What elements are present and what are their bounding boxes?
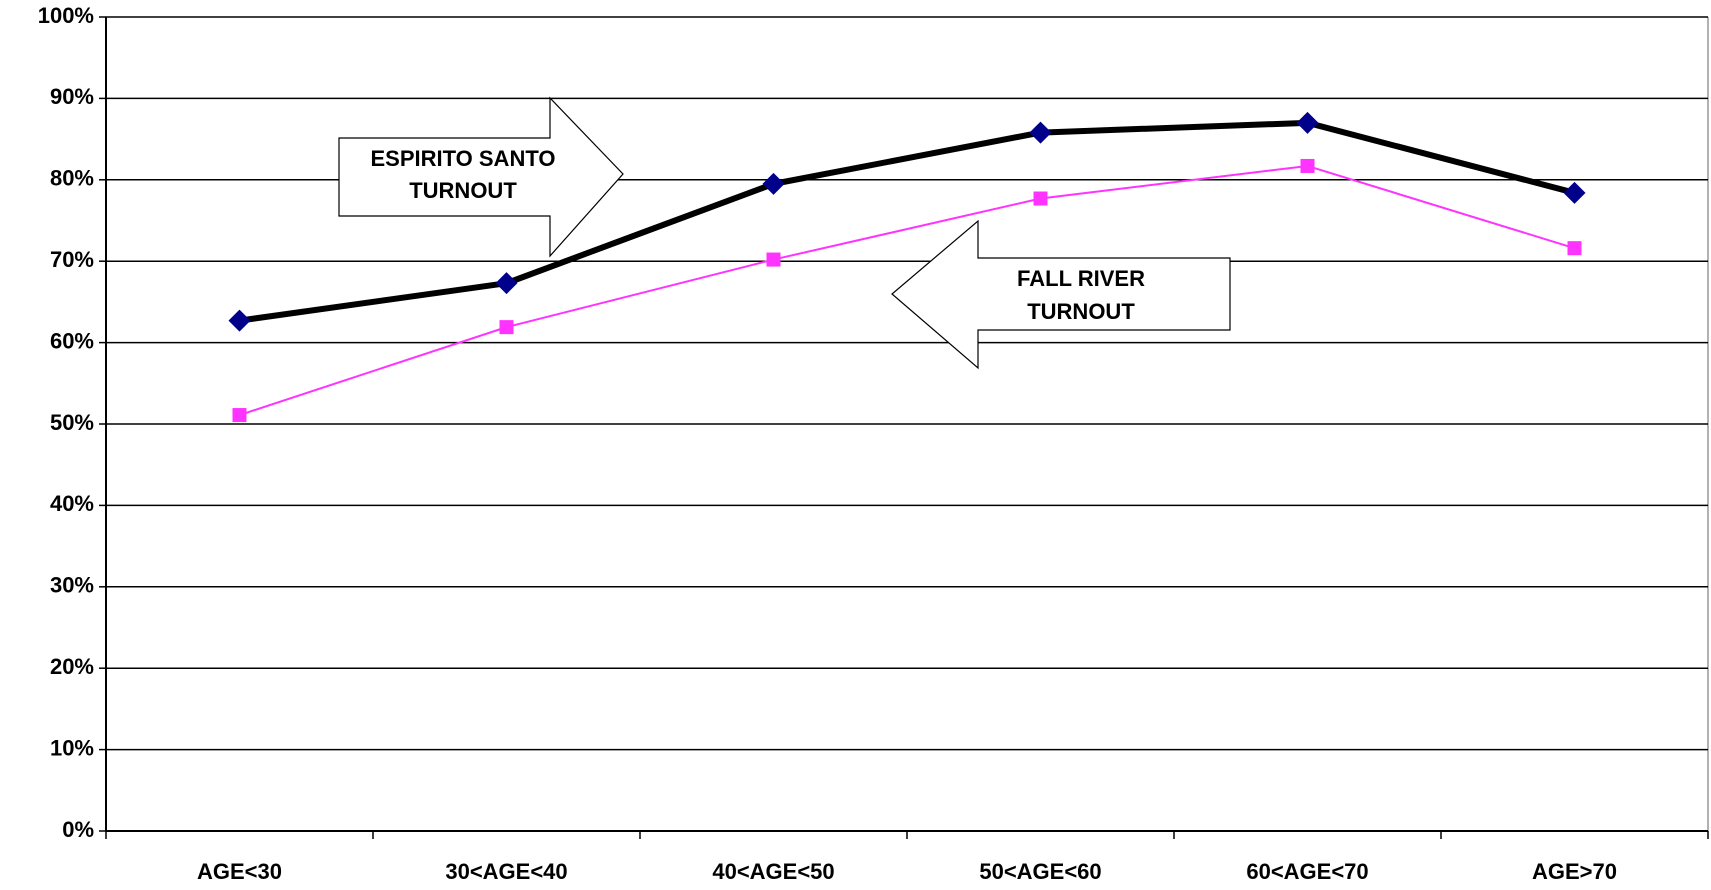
annotation: ESPIRITO SANTO <box>370 146 555 171</box>
y-tick-label: 90% <box>50 84 94 109</box>
marker <box>228 309 251 332</box>
series-line <box>239 119 1576 324</box>
callouts: ESPIRITO SANTO TURNOUT FALL RIVER TURNOU… <box>338 96 1231 370</box>
y-tick-label: 60% <box>50 328 94 353</box>
callout-arrow <box>891 219 1231 370</box>
marker <box>1033 191 1048 206</box>
y-tick-label: 100% <box>38 3 94 28</box>
y-tick-label: 30% <box>50 573 94 598</box>
annotation: TURNOUT <box>1027 299 1135 324</box>
y-tick-label: 10% <box>50 735 94 760</box>
marker <box>1300 158 1315 173</box>
marker <box>495 272 518 295</box>
y-tick-label: 0% <box>62 817 94 842</box>
plot <box>228 111 1586 423</box>
series-line <box>239 164 1575 416</box>
marker <box>1296 111 1319 134</box>
marker <box>766 252 781 267</box>
x-tick-label: AGE<30 <box>197 859 282 884</box>
x-tick-label: 60<AGE<70 <box>1246 859 1368 884</box>
x-tick-label: 30<AGE<40 <box>445 859 567 884</box>
marker <box>499 320 514 335</box>
y-tick-label: 50% <box>50 410 94 435</box>
x-tick-label: AGE>70 <box>1532 859 1617 884</box>
marker <box>1563 181 1586 204</box>
y-tick-label: 70% <box>50 247 94 272</box>
callout-arrow <box>338 96 624 258</box>
annotation: FALL RIVER <box>1017 266 1145 291</box>
marker <box>1567 241 1582 256</box>
y-tick-label: 80% <box>50 166 94 191</box>
marker <box>232 408 247 423</box>
grid: 0% 10% 20% 30% 40% 50% 60% 70% 80% 90% 100% AGE<30 3… <box>38 3 1709 884</box>
x-tick-label: 40<AGE<50 <box>712 859 834 884</box>
y-tick-label: 40% <box>50 491 94 516</box>
x-tick-label: 50<AGE<60 <box>979 859 1101 884</box>
marker <box>1029 121 1052 144</box>
marker <box>762 172 785 195</box>
y-tick-label: 20% <box>50 654 94 679</box>
annotation: TURNOUT <box>409 178 517 203</box>
